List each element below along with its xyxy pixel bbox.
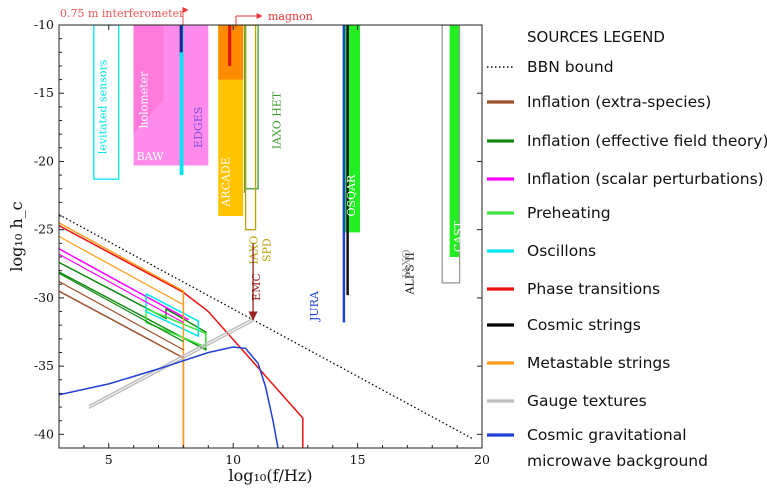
detector-regions [93, 25, 461, 323]
curve-inflation-extra-species [59, 290, 185, 448]
legend-label-cosmic-gravitational-microwave-background: Cosmic gravitational microwave background [527, 426, 708, 470]
y-tick-label: -20 [34, 153, 54, 168]
detector-label-cast: CAST [452, 220, 465, 252]
legend-label-inflation-extra-species: Inflation (extra-species) [527, 93, 711, 111]
y-tick-label: -30 [34, 290, 54, 305]
y-tick-label: -40 [34, 426, 54, 441]
detector-label-levitated-sensors: levitated sensors [96, 59, 109, 154]
curve-band-1 [59, 272, 184, 343]
curve-band-0 [59, 281, 184, 351]
legend-label-inflation-scalar-perturbations: Inflation (scalar perturbations) [527, 170, 764, 188]
annotation-interferometer: 0.75 m interferometer [60, 7, 185, 20]
detector-label-iaxo-spd: SPD [261, 238, 274, 262]
curve-inflation-scalar-perturbations [59, 248, 189, 321]
legend-label-cosmic-strings: Cosmic strings [527, 316, 641, 334]
detector-jura [342, 25, 346, 323]
annotation-magnon: magnon [268, 10, 313, 23]
detector-label-iaxo-spd: IAXO [248, 236, 261, 265]
curve-cosmic-gravitational-microwave-background [59, 346, 279, 448]
magnon-band [228, 25, 232, 66]
legend-label-oscillons: Oscillons [527, 242, 596, 260]
detector-label-iaxo: IAXO [400, 249, 413, 278]
y-axis-label: log₁₀ h_c [7, 201, 26, 271]
curve-band-2 [59, 253, 184, 323]
detector-alps-ii [346, 25, 349, 296]
curve-phase-transitions [59, 224, 304, 448]
x-tick-label: 15 [350, 452, 366, 467]
detector-label-alps-ii: ALPS II [404, 252, 417, 295]
legend-label-metastable-strings: Metastable strings [527, 354, 670, 372]
detector-label-holometer: holometer [137, 71, 150, 129]
x-tick-label: 5 [105, 452, 113, 467]
curve-metastable-strings [59, 222, 185, 448]
detector-iaxo-spd [244, 25, 257, 231]
detector-label-edges: EDGES [192, 107, 205, 148]
y-tick-label: -10 [34, 17, 54, 32]
curve-band-3 [59, 235, 184, 306]
legend-label-inflation-effective-field-theory: Inflation (effective field theory) [527, 132, 767, 150]
detector-levitated-sensors [93, 25, 120, 180]
legend-label-gauge-textures: Gauge textures [527, 392, 647, 410]
detector-label-arcade: ARCADE [219, 157, 232, 207]
x-tick-label: 10 [225, 452, 241, 467]
axes: 5 10 15 20 -10 -15 -20 -25 -30 -35 -40 log₁₀(f/Hz) l… [7, 17, 490, 485]
source-curves [59, 214, 473, 448]
curve-oscillons [145, 293, 200, 338]
annotation-emc: EMC [250, 273, 263, 301]
detector-label-osqar: OSQAR [345, 174, 358, 217]
detector-label-baw: BAW [137, 150, 165, 163]
legend-label-phase-transitions: Phase transitions [527, 280, 660, 298]
legend-label-preheating: Preheating [527, 204, 611, 222]
legend-label-bbn-bound: BBN bound [527, 58, 614, 76]
y-tick-label: -35 [34, 358, 54, 373]
plot-frame [58, 24, 483, 449]
legend-title: SOURCES LEGEND [527, 28, 665, 46]
interferometer-band [179, 25, 183, 53]
detector-label-jura: JURA [308, 290, 321, 322]
x-axis-label: log₁₀(f/Hz) [229, 466, 313, 485]
x-tick-label: 20 [474, 452, 490, 467]
detector-label-iaxo-het: IAXO HET [270, 91, 283, 149]
annotations: levitated sensors holometer BAW EDGES ARCADE… [60, 7, 465, 322]
detector-edges [179, 25, 184, 176]
detector-iaxo [441, 25, 461, 284]
detector-cast [449, 25, 460, 257]
y-tick-label: -25 [34, 222, 54, 237]
legend: SOURCES LEGEND BBN bound Inflation (extra-… [487, 28, 767, 470]
y-tick-label: -15 [34, 85, 54, 100]
detector-baw [133, 25, 209, 166]
